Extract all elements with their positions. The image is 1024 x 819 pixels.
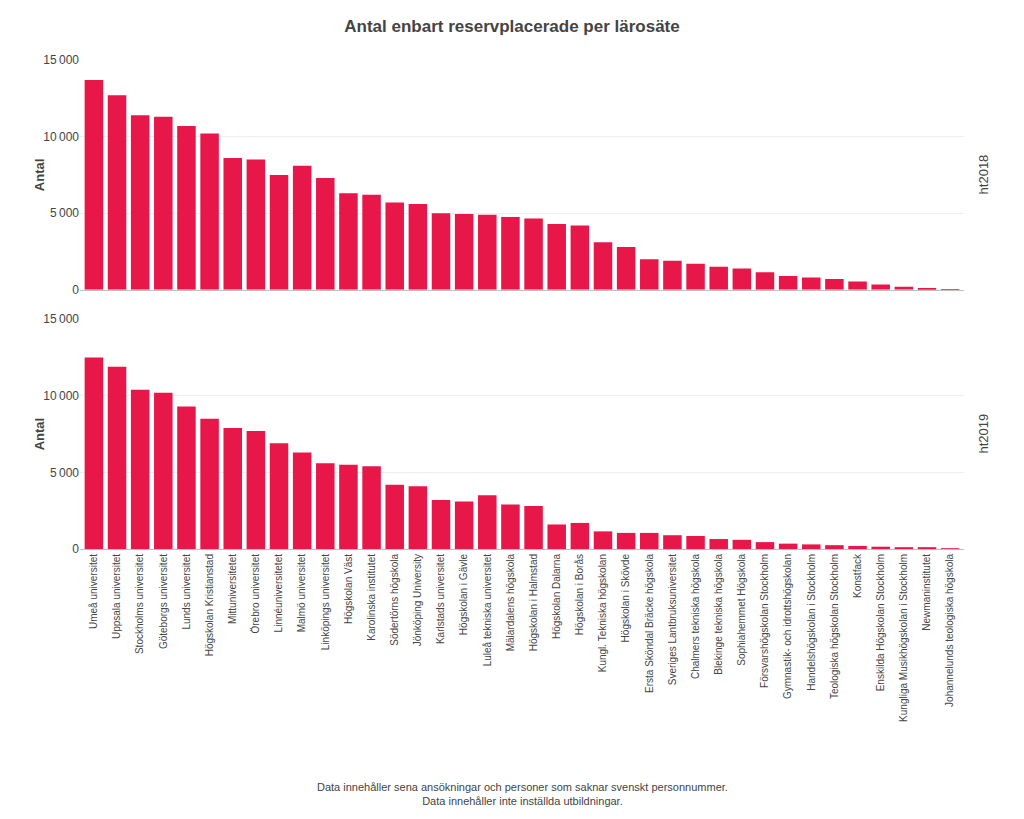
svg-text:Sophiahemmet Högskola: Sophiahemmet Högskola: [736, 554, 747, 666]
svg-text:Högskolan i Borås: Högskolan i Borås: [574, 554, 585, 635]
svg-text:Lunds universitet: Lunds universitet: [181, 554, 192, 630]
svg-text:Antal enbart reservplacerade p: Antal enbart reservplacerade per lärosät…: [344, 17, 679, 36]
svg-text:Högskolan Kristianstad: Högskolan Kristianstad: [204, 554, 215, 656]
svg-text:Johannelunds teologiska högsko: Johannelunds teologiska högskola: [944, 554, 955, 707]
svg-text:5 000: 5 000: [50, 206, 79, 220]
svg-text:Stockholms universitet: Stockholms universitet: [134, 554, 145, 654]
svg-text:Högskolan i Gävle: Högskolan i Gävle: [458, 554, 469, 636]
svg-text:Newmaninstitutet: Newmaninstitutet: [921, 554, 932, 631]
svg-text:Högskolan Dalarna: Högskolan Dalarna: [551, 554, 562, 639]
svg-text:Mittuniversitetet: Mittuniversitetet: [227, 554, 238, 624]
svg-text:Sveriges Lantbruksuniversitet: Sveriges Lantbruksuniversitet: [667, 554, 678, 685]
svg-text:ht2019: ht2019: [976, 414, 991, 454]
svg-text:Mälardalens högskola: Mälardalens högskola: [505, 554, 516, 652]
svg-text:Linnéuniversitetet: Linnéuniversitetet: [273, 554, 284, 633]
svg-text:Högskolan i Skövde: Högskolan i Skövde: [620, 554, 631, 643]
svg-text:Antal: Antal: [32, 159, 47, 192]
svg-text:Luleå tekniska universitet: Luleå tekniska universitet: [482, 554, 493, 667]
svg-text:Jönköping University: Jönköping University: [412, 554, 423, 646]
svg-text:Handelshögskolan i Stockholm: Handelshögskolan i Stockholm: [806, 554, 817, 691]
svg-text:Konstfack: Konstfack: [852, 553, 863, 598]
svg-text:Göteborgs universitet: Göteborgs universitet: [158, 554, 169, 649]
svg-text:Data innehåller sena ansökning: Data innehåller sena ansökningar och per…: [317, 781, 728, 807]
svg-text:Umeå universitet: Umeå universitet: [88, 554, 99, 629]
svg-text:Karolinska institutet: Karolinska institutet: [366, 554, 377, 641]
svg-text:Karlstads universitet: Karlstads universitet: [435, 554, 446, 644]
svg-text:Örebro universitet: Örebro universitet: [250, 554, 261, 634]
svg-text:Gymnastik- och idrottshögskola: Gymnastik- och idrottshögskolan: [782, 554, 793, 699]
svg-text:Kungl. Tekniska högskolan: Kungl. Tekniska högskolan: [597, 554, 608, 672]
svg-text:5 000: 5 000: [50, 466, 79, 480]
svg-text:15 000: 15 000: [43, 312, 79, 326]
svg-text:Försvarshögskolan Stockholm: Försvarshögskolan Stockholm: [759, 554, 770, 688]
svg-text:Högskolan Väst: Högskolan Väst: [343, 554, 354, 624]
svg-text:Ersta Sköndal Bräcke högskola: Ersta Sköndal Bräcke högskola: [644, 554, 655, 693]
svg-text:Malmö universitet: Malmö universitet: [296, 554, 307, 633]
svg-text:10 000: 10 000: [43, 389, 79, 403]
svg-text:15 000: 15 000: [43, 53, 79, 67]
svg-text:10 000: 10 000: [43, 130, 79, 144]
svg-text:Södertörns högskola: Södertörns högskola: [389, 554, 400, 646]
svg-text:Chalmers tekniska högskola: Chalmers tekniska högskola: [690, 554, 701, 679]
svg-text:Blekinge tekniska högskola: Blekinge tekniska högskola: [713, 554, 724, 675]
svg-text:ht2018: ht2018: [976, 155, 991, 195]
svg-text:0: 0: [72, 542, 79, 556]
svg-text:0: 0: [72, 283, 79, 297]
svg-text:Högskolan i Halmstad: Högskolan i Halmstad: [528, 554, 539, 651]
svg-text:Linköpings universitet: Linköpings universitet: [320, 554, 331, 650]
svg-text:Enskilda Högskolan Stockholm: Enskilda Högskolan Stockholm: [875, 554, 886, 691]
svg-text:Teologiska högskolan Stockholm: Teologiska högskolan Stockholm: [829, 554, 840, 699]
svg-text:Antal: Antal: [32, 418, 47, 451]
svg-text:Kungliga Musikhögskolan i Stoc: Kungliga Musikhögskolan i Stockholm: [898, 554, 909, 722]
svg-text:Uppsala universitet: Uppsala universitet: [111, 554, 122, 639]
